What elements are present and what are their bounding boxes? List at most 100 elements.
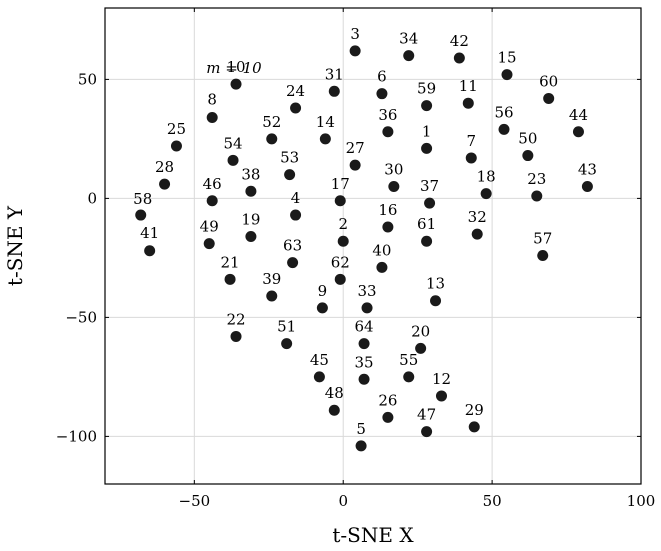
point-label-56: 56 [494, 103, 513, 121]
data-point-45 [313, 371, 325, 383]
point-label-23: 23 [527, 170, 546, 188]
point-label-3: 3 [350, 25, 360, 43]
data-point-28 [159, 178, 171, 190]
x-tick-label: 100 [627, 492, 656, 510]
data-point-55 [403, 371, 415, 383]
data-point-62 [334, 273, 346, 285]
point-label-27: 27 [346, 139, 365, 157]
data-point-56 [498, 123, 510, 135]
data-point-29 [468, 421, 480, 433]
data-point-7 [465, 152, 477, 164]
data-point-2 [337, 235, 349, 247]
data-point-54 [227, 154, 239, 166]
data-point-11 [462, 97, 474, 109]
point-label-46: 46 [203, 175, 222, 193]
point-label-58: 58 [133, 190, 152, 208]
point-label-21: 21 [221, 253, 240, 271]
data-point-15 [501, 69, 513, 81]
data-point-20 [415, 342, 427, 354]
data-point-57 [537, 250, 549, 262]
data-point-5 [355, 440, 367, 452]
data-point-31 [328, 85, 340, 97]
point-label-38: 38 [241, 165, 260, 183]
point-label-39: 39 [262, 270, 281, 288]
point-label-26: 26 [378, 391, 397, 409]
point-label-24: 24 [286, 82, 305, 100]
plot-area-frame [104, 7, 642, 485]
point-label-34: 34 [399, 30, 418, 48]
data-point-1 [421, 142, 433, 154]
data-point-64 [358, 338, 370, 350]
data-point-14 [319, 133, 331, 145]
point-label-25: 25 [167, 120, 186, 138]
point-label-31: 31 [325, 65, 344, 83]
data-point-32 [471, 228, 483, 240]
point-label-30: 30 [384, 161, 403, 179]
point-label-22: 22 [226, 310, 245, 328]
point-label-63: 63 [283, 237, 302, 255]
y-tick-label: 50 [78, 70, 97, 88]
data-point-34 [403, 50, 415, 62]
axis-ticks: −50 0 50 100 −100 −50 0 50 [56, 8, 656, 510]
data-point-27 [349, 159, 361, 171]
data-point-41 [144, 245, 156, 257]
data-point-43 [581, 181, 593, 192]
data-point-25 [170, 140, 182, 152]
point-label-50: 50 [518, 130, 537, 148]
data-point-13 [430, 295, 442, 307]
data-point-12 [435, 390, 447, 402]
point-label-42: 42 [450, 32, 469, 50]
data-point-4 [290, 209, 302, 221]
point-label-48: 48 [325, 384, 344, 402]
point-label-51: 51 [277, 318, 296, 336]
x-tick-label: 0 [338, 492, 348, 510]
data-point-9 [316, 302, 328, 314]
data-point-40 [376, 261, 388, 273]
data-point-53 [284, 169, 296, 181]
point-label-8: 8 [207, 90, 217, 108]
y-tick-label: −100 [56, 427, 97, 445]
data-point-60 [543, 92, 555, 104]
point-label-10: 10 [226, 58, 245, 76]
data-point-49 [203, 238, 215, 250]
data-point-17 [334, 195, 346, 207]
point-label-13: 13 [426, 275, 445, 293]
data-point-46 [206, 195, 218, 207]
point-label-16: 16 [378, 201, 397, 219]
data-point-10 [230, 78, 242, 90]
point-label-49: 49 [200, 218, 219, 236]
point-label-47: 47 [417, 406, 436, 424]
y-tick-label: 0 [87, 189, 97, 207]
point-label-54: 54 [223, 134, 242, 152]
data-point-16 [382, 221, 394, 233]
point-label-32: 32 [468, 208, 487, 226]
point-label-53: 53 [280, 149, 299, 167]
data-point-23 [531, 190, 543, 202]
data-point-63 [287, 257, 299, 269]
point-label-1: 1 [422, 122, 432, 140]
point-label-14: 14 [316, 113, 335, 131]
x-tick-label: −50 [179, 492, 211, 510]
data-point-30 [388, 181, 400, 192]
data-point-38 [245, 185, 257, 197]
m-annotation: m = 10 [206, 59, 262, 77]
data-point-37 [424, 197, 436, 209]
data-point-6 [376, 88, 388, 100]
point-label-17: 17 [331, 175, 350, 193]
x-axis-title: t-SNE X [332, 523, 414, 547]
point-label-35: 35 [355, 353, 374, 371]
data-point-42 [453, 52, 465, 64]
point-label-40: 40 [372, 241, 391, 259]
point-label-7: 7 [466, 132, 476, 150]
point-label-12: 12 [432, 370, 451, 388]
data-points [135, 45, 593, 452]
point-label-55: 55 [399, 351, 418, 369]
data-point-39 [266, 290, 278, 302]
point-label-52: 52 [262, 113, 281, 131]
data-point-8 [206, 111, 218, 123]
point-label-64: 64 [355, 318, 374, 336]
point-label-4: 4 [291, 189, 301, 207]
point-label-2: 2 [338, 215, 348, 233]
point-label-57: 57 [533, 230, 552, 248]
data-point-59 [421, 100, 433, 112]
